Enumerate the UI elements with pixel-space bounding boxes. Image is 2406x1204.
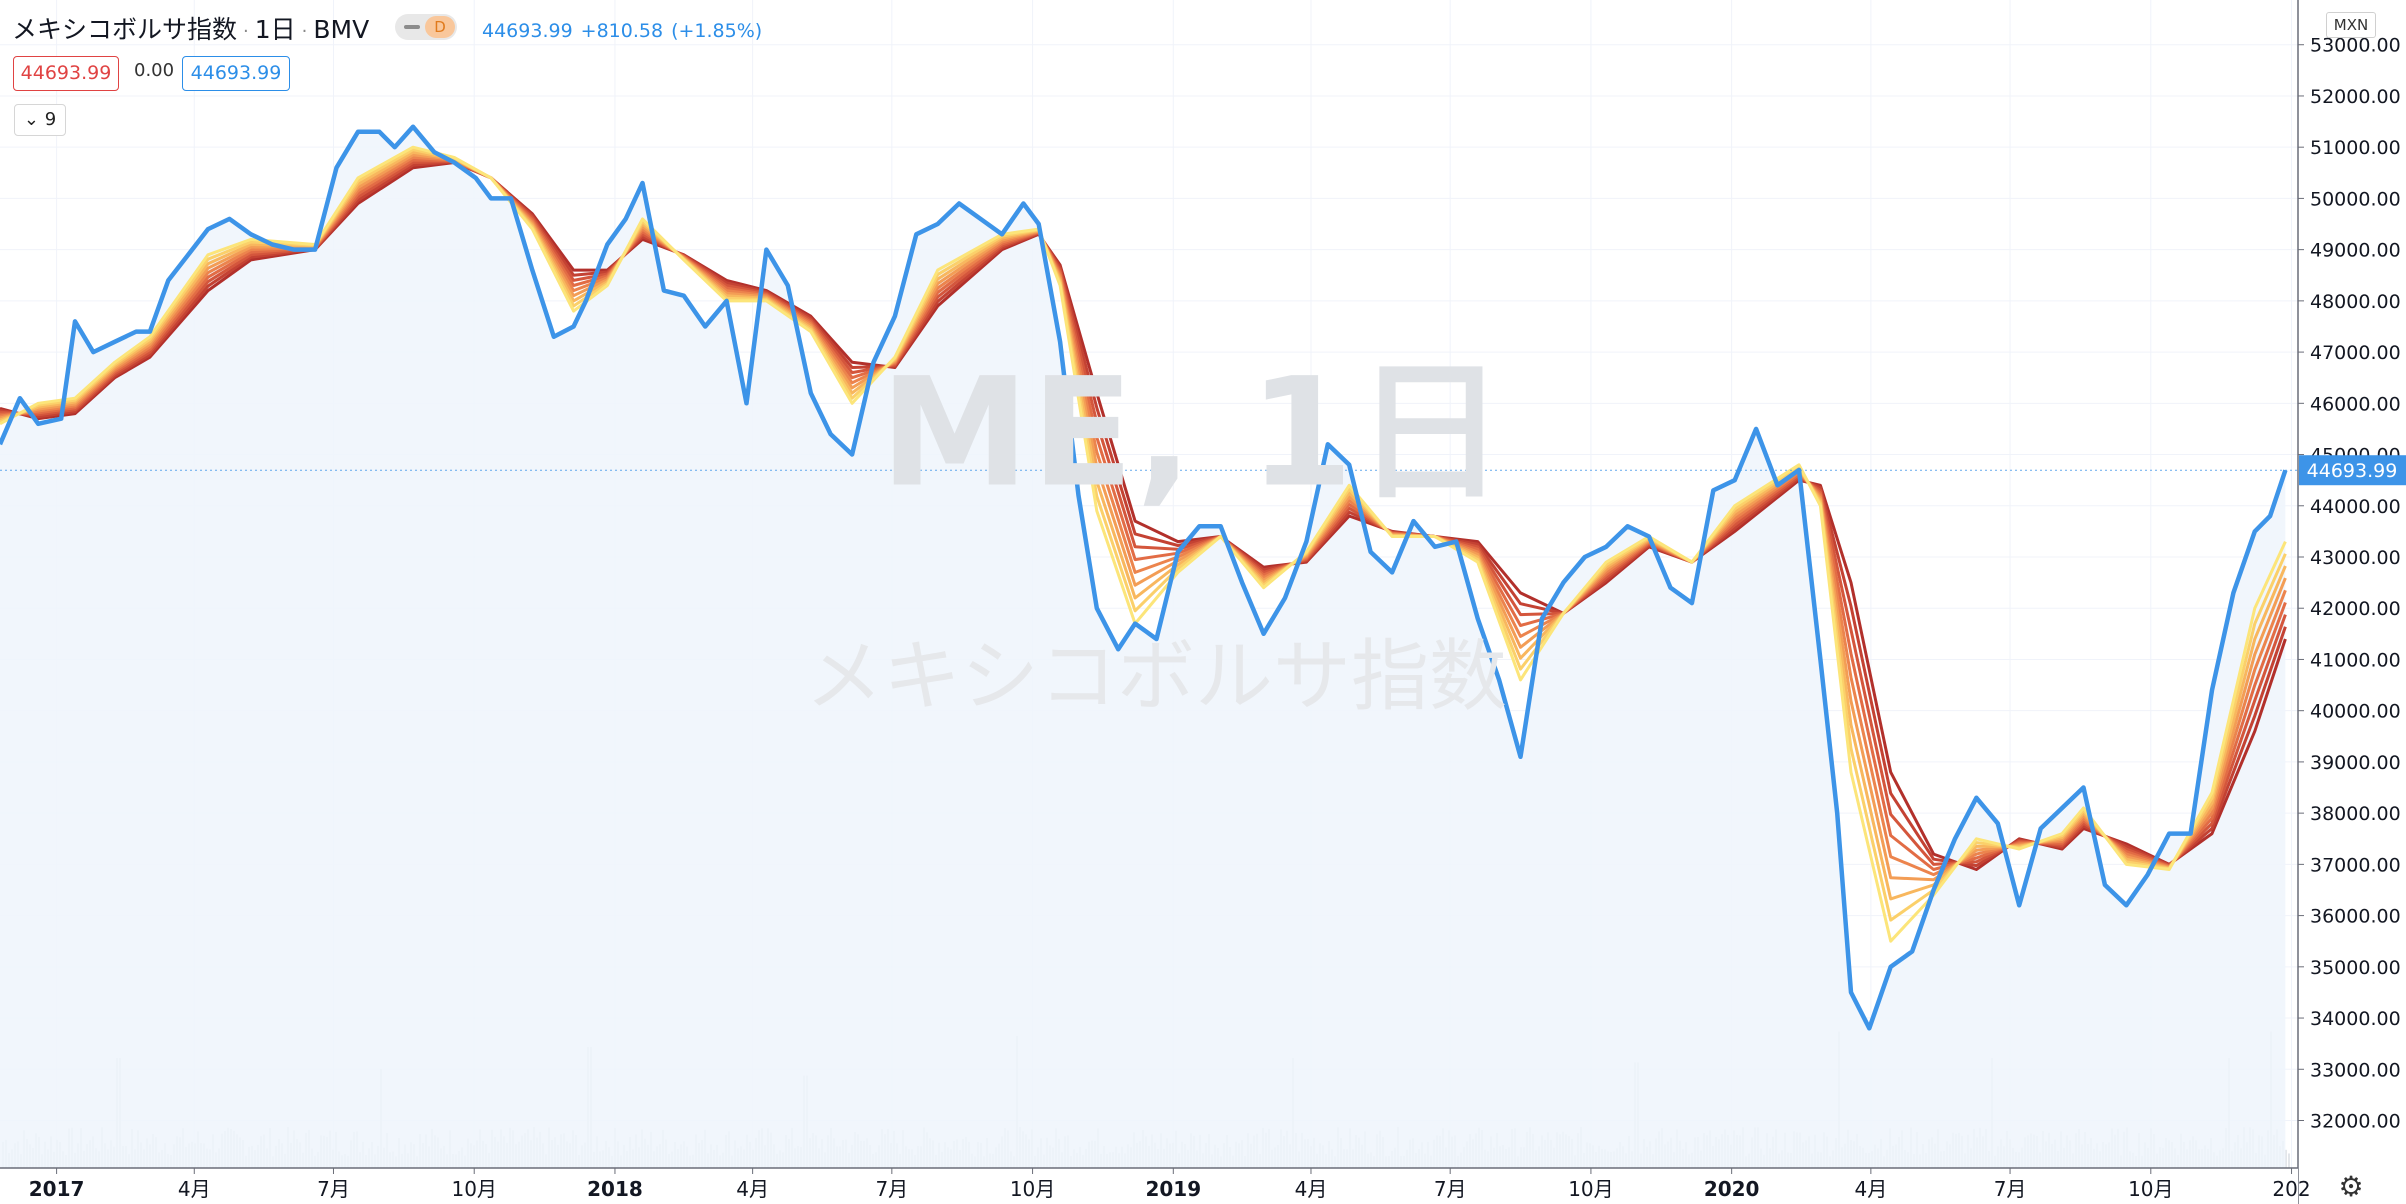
price-tick-label: 35000.00 [2310, 957, 2401, 979]
price-line [0, 124, 2288, 1031]
symbol-name: メキシコボルサ指数 [12, 15, 238, 44]
chevron-down-icon: ⌄ [23, 109, 39, 130]
time-tick-label: 4月 [1854, 1177, 1887, 1201]
price-tick-label: 40000.00 [2310, 701, 2401, 723]
price-tick-label: 36000.00 [2310, 906, 2401, 928]
title-separator: · [243, 20, 249, 42]
interval-badge: D [425, 16, 455, 38]
time-tick-label: 10月 [2128, 1177, 2173, 1201]
time-tick-label: 4月 [178, 1177, 211, 1201]
price-tick-label: 47000.00 [2310, 342, 2401, 364]
ribbon-line-3 [0, 150, 2287, 901]
price-tick-label: 50000.00 [2310, 188, 2401, 210]
price-tick-label: 53000.00 [2310, 35, 2401, 57]
price-tick-label: 42000.00 [2310, 598, 2401, 620]
time-tick-label: 202 [2272, 1177, 2310, 1201]
time-tick-label: 7月 [875, 1177, 908, 1201]
time-tick-label: 7月 [317, 1177, 350, 1201]
price-summary: 44693.99 +810.58 (+1.85%) [482, 20, 770, 42]
price-tick-label: 38000.00 [2310, 803, 2401, 825]
price-tick-label: 49000.00 [2310, 240, 2401, 262]
ribbon-line-9 [0, 161, 2287, 871]
time-tick-label: 2019 [1145, 1177, 1201, 1201]
time-tick-label: 2020 [1704, 1177, 1760, 1201]
time-tick-label: 7月 [1434, 1177, 1467, 1201]
gear-icon[interactable]: ⚙ [2338, 1170, 2364, 1203]
price-area [0, 126, 2286, 1169]
ribbon-line-8 [0, 160, 2287, 868]
ribbon-line-5 [0, 155, 2287, 877]
indicator-value-b[interactable]: 44693.99 [182, 56, 290, 91]
price-tick-label: 51000.00 [2310, 137, 2401, 159]
time-tick-label: 10月 [451, 1177, 496, 1201]
time-tick-label: 2018 [587, 1177, 643, 1201]
exchange-label: BMV [313, 15, 370, 44]
toggle-dash-icon [404, 25, 420, 29]
price-tick-label: 37000.00 [2310, 854, 2401, 876]
ribbon-line-7 [0, 159, 2287, 868]
time-tick-label: 4月 [1295, 1177, 1328, 1201]
time-tick-label: 2017 [29, 1177, 85, 1201]
price-tick-label: 34000.00 [2310, 1008, 2401, 1030]
time-axis-bg [0, 1168, 2298, 1204]
price-tick-label: 41000.00 [2310, 649, 2401, 671]
price-area-fill [0, 126, 2286, 1169]
price-tick-label: 46000.00 [2310, 393, 2401, 415]
last-price-marker-label: 44693.99 [2307, 460, 2398, 482]
price-tick-label: 39000.00 [2310, 752, 2401, 774]
currency-label[interactable]: MXN [2326, 12, 2376, 38]
ribbon-line-4 [0, 153, 2287, 882]
price-change: +810.58 [580, 20, 664, 42]
price-series [0, 124, 2288, 1031]
volume-bar [2288, 1153, 2290, 1168]
indicator-value-mid: 0.00 [134, 60, 175, 81]
price-tick-label: 52000.00 [2310, 86, 2401, 108]
ribbon-line-1 [0, 145, 2287, 943]
title-separator: · [301, 20, 308, 42]
watermark-ticker: ME, 1日 [880, 346, 1508, 521]
indicators-collapse-button[interactable]: ⌄ 9 [14, 104, 66, 136]
time-tick-label: 4月 [736, 1177, 769, 1201]
price-tick-label: 32000.00 [2310, 1111, 2401, 1133]
price-tick-label: 44000.00 [2310, 496, 2401, 518]
price-axis[interactable]: 32000.00 33000.00 34000.00 35000.00 36000.00… [2297, 0, 2406, 1204]
price-tick-label: 48000.00 [2310, 291, 2401, 313]
price-tick-label: 33000.00 [2310, 1059, 2401, 1081]
time-tick-label: 10月 [1568, 1177, 1613, 1201]
visibility-toggle[interactable]: D [395, 14, 457, 40]
indicator-value-a[interactable]: 44693.99 [13, 56, 119, 91]
price-tick-label: 43000.00 [2310, 547, 2401, 569]
indicator-count: 9 [44, 109, 57, 130]
ribbon-line-6 [0, 158, 2287, 871]
price-change-pct: (+1.85%) [671, 20, 763, 42]
watermark-name: メキシコボルサ指数 [805, 632, 1508, 722]
volume-bar [2285, 1149, 2287, 1168]
last-price-value: 44693.99 [482, 20, 573, 42]
last-price-marker [2299, 455, 2406, 486]
time-axis[interactable]: 2017 4月 7月 10月 2018 4月 7月 10月 2019 4月 7月 10月 2020 4月 7… [0, 1167, 2311, 1204]
interval-label: 1日 [254, 15, 296, 44]
time-tick-label: 10月 [1010, 1177, 1055, 1201]
ma-ribbon [0, 145, 2287, 943]
symbol-title[interactable]: メキシコボルサ指数 · 1日 · BMV [12, 10, 369, 46]
ribbon-line-2 [0, 148, 2287, 922]
price-axis-bg [2298, 0, 2406, 1204]
time-tick-label: 7月 [1994, 1177, 2027, 1201]
